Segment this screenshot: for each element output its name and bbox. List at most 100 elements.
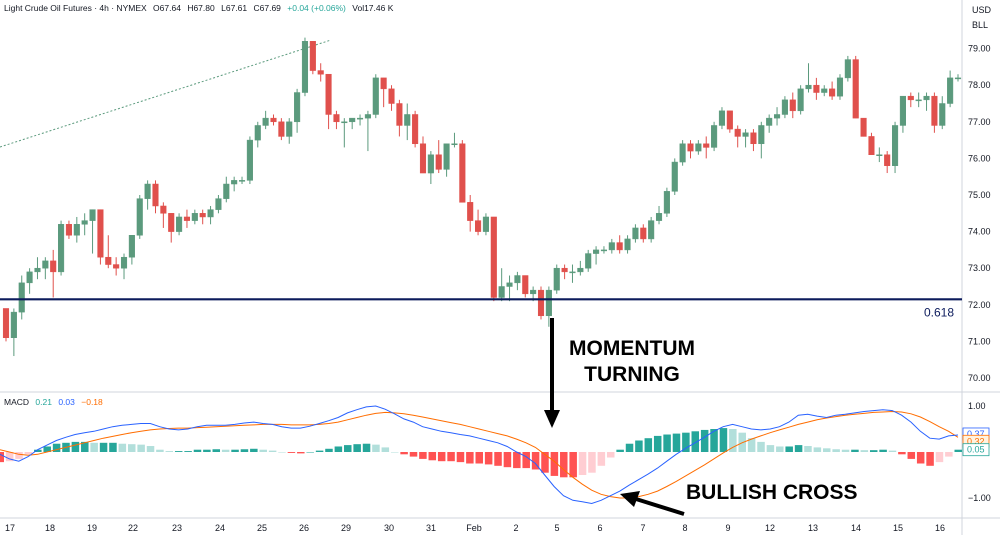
candle-body[interactable] (333, 114, 340, 123)
candle-body[interactable] (380, 77, 387, 90)
candle-body[interactable] (254, 125, 261, 141)
candle-body[interactable] (844, 59, 851, 79)
candle-body[interactable] (608, 242, 615, 251)
candle-body[interactable] (26, 271, 33, 284)
candle-body[interactable] (372, 77, 379, 115)
candle-body[interactable] (388, 88, 395, 104)
candle-body[interactable] (301, 41, 309, 93)
candle-body[interactable] (451, 143, 458, 146)
candle-body[interactable] (789, 99, 796, 112)
candle-body[interactable] (954, 77, 962, 80)
candle-body[interactable] (537, 289, 545, 317)
candle-body[interactable] (773, 114, 781, 119)
candle-body[interactable] (443, 143, 450, 170)
candle-body[interactable] (892, 125, 899, 166)
candle-body[interactable] (120, 256, 128, 269)
candle-body[interactable] (286, 121, 293, 137)
candle-body[interactable] (81, 220, 88, 225)
candle-body[interactable] (648, 220, 655, 240)
candle-body[interactable] (183, 216, 191, 221)
candle-body[interactable] (18, 282, 25, 313)
candle-body[interactable] (907, 95, 914, 101)
candle-body[interactable] (427, 154, 434, 174)
candle-body[interactable] (947, 77, 954, 104)
candle-body[interactable] (742, 132, 749, 137)
candle-body[interactable] (781, 99, 788, 115)
candle-body[interactable] (152, 183, 159, 207)
candle-body[interactable] (191, 213, 198, 221)
candle-body[interactable] (73, 224, 80, 236)
candle-body[interactable] (419, 143, 427, 174)
candle-body[interactable] (734, 128, 741, 137)
candle-body[interactable] (718, 110, 726, 126)
candle-body[interactable] (726, 110, 733, 130)
candle-body[interactable] (467, 202, 474, 221)
candle-body[interactable] (915, 99, 922, 102)
candle-body[interactable] (797, 88, 804, 112)
symbol-name[interactable]: Light Crude Oil Futures · 4h · NYMEX (4, 3, 147, 13)
candle-body[interactable] (215, 198, 222, 210)
candle-body[interactable] (364, 114, 371, 119)
candle-body[interactable] (758, 125, 765, 145)
candle-body[interactable] (569, 271, 576, 274)
candle-body[interactable] (836, 77, 844, 97)
candle-body[interactable] (805, 84, 812, 90)
candle-body[interactable] (341, 121, 348, 124)
candle-body[interactable] (65, 224, 72, 236)
candle-body[interactable] (553, 267, 560, 291)
candle-body[interactable] (821, 88, 828, 93)
candle-body[interactable] (750, 132, 757, 145)
candle-body[interactable] (207, 209, 214, 218)
candle-body[interactable] (42, 260, 49, 269)
candle-body[interactable] (50, 260, 57, 273)
candle-body[interactable] (884, 154, 891, 166)
candle-body[interactable] (113, 264, 120, 269)
candle-body[interactable] (128, 235, 135, 258)
candle-body[interactable] (640, 227, 647, 240)
candle-body[interactable] (412, 114, 419, 145)
macd-line[interactable] (0, 405, 959, 505)
candle-body[interactable] (852, 59, 859, 119)
candle-body[interactable] (144, 183, 151, 199)
candle-body[interactable] (475, 220, 482, 232)
candle-body[interactable] (404, 114, 411, 126)
candle-body[interactable] (356, 117, 364, 120)
trend-line[interactable] (0, 39, 332, 148)
candle-body[interactable] (270, 117, 277, 123)
candle-body[interactable] (593, 249, 600, 254)
candle-body[interactable] (10, 311, 17, 338)
candle-body[interactable] (876, 154, 883, 156)
candle-body[interactable] (530, 289, 537, 295)
candle-body[interactable] (679, 143, 686, 163)
candle-body[interactable] (105, 256, 112, 265)
candle-body[interactable] (168, 213, 175, 232)
candle-body[interactable] (585, 253, 592, 269)
candle-body[interactable] (671, 161, 678, 192)
signal-line[interactable] (0, 410, 959, 499)
candle-body[interactable] (632, 227, 639, 240)
candle-body[interactable] (703, 143, 710, 148)
candle-body[interactable] (231, 180, 238, 185)
candle-body[interactable] (2, 308, 10, 338)
candle-body[interactable] (435, 154, 442, 170)
candle-body[interactable] (624, 238, 631, 251)
candle-body[interactable] (317, 70, 324, 75)
candle-body[interactable] (923, 95, 930, 101)
candle-body[interactable] (136, 198, 143, 236)
candle-body[interactable] (939, 103, 946, 126)
candle-body[interactable] (278, 121, 285, 137)
candle-body[interactable] (655, 213, 663, 221)
candle-body[interactable] (238, 180, 246, 182)
candle-body[interactable] (766, 117, 773, 126)
candle-body[interactable] (899, 95, 906, 126)
candle-body[interactable] (482, 216, 489, 232)
candle-body[interactable] (695, 143, 702, 152)
candle-body[interactable] (160, 205, 167, 214)
candle-body[interactable] (349, 117, 356, 123)
candle-body[interactable] (396, 103, 403, 126)
candle-body[interactable] (829, 88, 836, 97)
candle-body[interactable] (616, 242, 623, 251)
candle-body[interactable] (490, 216, 497, 298)
candle-body[interactable] (561, 267, 568, 273)
